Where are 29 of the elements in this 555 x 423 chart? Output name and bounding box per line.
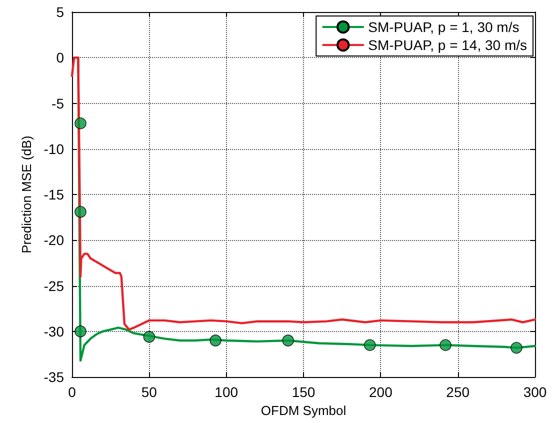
point (210, 334, 222, 346)
point (74, 206, 86, 218)
point (282, 334, 294, 346)
point (364, 339, 376, 351)
x-axis-title: OFDM Symbol (260, 402, 346, 418)
y-tick-label: -20 (44, 232, 64, 248)
point (143, 330, 156, 343)
y-tick-label: -35 (44, 369, 64, 385)
x-tick-label: 100 (214, 384, 238, 400)
y-tick-label: -10 (44, 140, 64, 157)
y-tick-label: -5 (52, 95, 64, 112)
legend-label: SM-PUAP, p = 14, 30 m/s (368, 37, 528, 53)
x-tick-label: 0 (68, 384, 76, 400)
x-tick-label: 150 (292, 384, 316, 400)
point (510, 342, 522, 354)
legend-label: SM-PUAP, p = 1, 30 m/s (368, 19, 520, 35)
y-tick-label: -30 (44, 323, 64, 340)
y-tick-label: 0 (56, 50, 64, 66)
x-tick-label: 200 (368, 384, 393, 400)
x-tick-label: 300 (523, 384, 547, 400)
x-tick-label: 250 (446, 384, 470, 400)
y-tick-label: 5 (56, 4, 64, 20)
point (74, 117, 86, 130)
point (440, 339, 452, 351)
x-tick-label: 50 (141, 384, 158, 400)
y-axis-title: Prediction MSE (dB) (18, 136, 34, 254)
y-tick-label: -15 (44, 186, 64, 202)
y-tick-label: -25 (44, 278, 64, 294)
point (74, 325, 86, 338)
